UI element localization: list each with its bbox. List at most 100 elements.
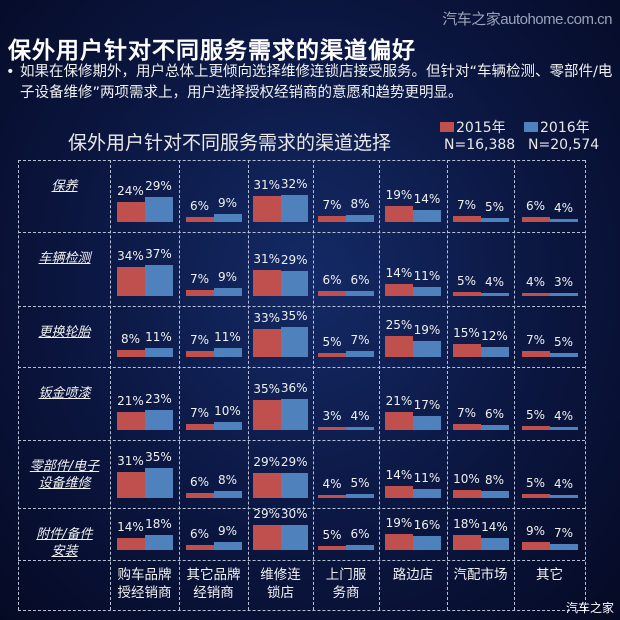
data-label-2016: 19% [413,322,441,337]
bar-2016 [213,491,242,498]
bar-2016 [280,473,308,498]
data-label-2016: 5% [484,199,505,214]
data-label-2016: 11% [413,268,441,283]
bar-2016 [280,271,308,296]
bar-2015 [521,292,550,296]
bar-2015 [116,267,145,296]
bar-2015 [253,328,281,357]
data-label-2016: 29% [280,455,308,470]
data-label-2016: 8% [217,473,238,488]
bar-2015 [185,492,214,498]
grid-line-h [18,232,585,233]
bar-2015 [318,494,346,498]
bar-2015 [521,542,550,550]
bar-2015 [385,335,413,357]
bar-2016 [413,340,441,357]
bar-2015 [318,427,346,430]
bar-2016 [346,215,374,222]
bar-2016 [346,493,374,498]
data-label-2015: 29% [253,455,281,470]
data-label-2015: 35% [253,382,281,397]
data-label-2016: 3% [553,275,574,289]
data-label-2016: 5% [553,334,574,349]
data-label-2015: 7% [189,406,210,421]
bar-2015 [385,486,413,498]
data-label-2016: 7% [350,333,370,348]
bar-2016 [280,194,308,222]
grid-line-h [18,367,585,368]
bar-2015 [253,269,281,296]
data-label-2016: 36% [280,381,308,396]
data-label-2016: 4% [553,200,574,215]
data-label-2016: 9% [217,196,238,211]
legend-n-2016: N=20,574 [528,137,600,153]
data-label-2016: 9% [217,524,238,539]
data-label-2016: 17% [413,397,441,412]
data-label-2015: 5% [322,334,342,349]
data-label-2016: 5% [350,475,370,490]
grid-line-v [379,160,380,610]
data-label-2015: 29% [253,507,281,522]
grid-line-h [18,610,585,611]
data-label-2015: 33% [253,310,281,325]
bar-2015 [318,216,346,222]
data-label-2015: 31% [253,177,281,192]
grid-line-v [248,160,249,610]
data-label-2015: 14% [385,266,413,281]
grid-line-v [514,160,515,610]
bar-2015 [521,351,550,357]
bullet-point: • 如果在保修期外，用户总体上更倾向选择维修连锁店接受服务。但针对“车辆检测、零… [6,62,616,104]
bar-2015 [116,471,145,498]
bar-2015 [318,290,346,296]
data-label-2016: 8% [350,197,370,212]
data-label-2016: 23% [145,392,172,407]
data-label-2016: 6% [350,526,370,541]
data-label-2015: 7% [525,333,546,348]
row-label: 车辆检测 [38,251,91,266]
data-label-2015: 31% [117,453,144,468]
data-label-2015: 19% [385,515,413,530]
data-label-2016: 16% [413,518,441,533]
bar-2016 [549,494,578,498]
bar-2016 [144,410,173,430]
bar-2016 [280,327,308,357]
bar-2015 [185,216,214,222]
bar-2015 [116,412,145,430]
column-label: 路边店 [392,567,434,583]
data-label-2016: 12% [481,328,508,343]
data-label-2015: 7% [456,406,477,421]
bar-2016 [346,351,374,357]
bar-2015 [452,489,481,498]
bar-2016 [413,415,441,430]
data-label-2015: 34% [117,249,144,264]
bar-2016 [549,352,578,357]
bar-2016 [480,491,509,498]
data-label-2016: 6% [484,406,505,421]
bar-2015 [253,473,281,498]
data-label-2016: 4% [553,476,574,491]
bar-2015 [116,201,145,222]
data-label-2016: 11% [214,329,241,344]
legend-2015: 2015年 [440,117,506,137]
data-label-2016: 7% [553,526,574,541]
bullet-dot: • [6,64,15,80]
grid-line-h [18,440,585,441]
bar-2016 [549,544,578,550]
bar-2016 [549,218,578,222]
bar-2016 [280,399,308,430]
data-label-2015: 5% [456,273,477,288]
row-label: 保养 [51,179,78,194]
bar-2016 [549,426,578,430]
data-label-2016: 6% [350,272,370,287]
data-label-2015: 7% [189,333,210,348]
row-label: 附件/备件 安装 [36,527,93,559]
data-label-2015: 6% [322,272,342,287]
bar-2016 [346,544,374,550]
bar-2015 [452,534,481,550]
bar-2015 [385,284,413,296]
bar-2015 [521,493,550,498]
bar-2016 [549,293,578,296]
bullet-text: 如果在保修期外，用户总体上更倾向选择维修连锁店接受服务。但针对“车辆检测、零部件… [20,64,613,101]
data-label-2015: 19% [385,187,413,202]
data-label-2016: 4% [553,408,574,423]
